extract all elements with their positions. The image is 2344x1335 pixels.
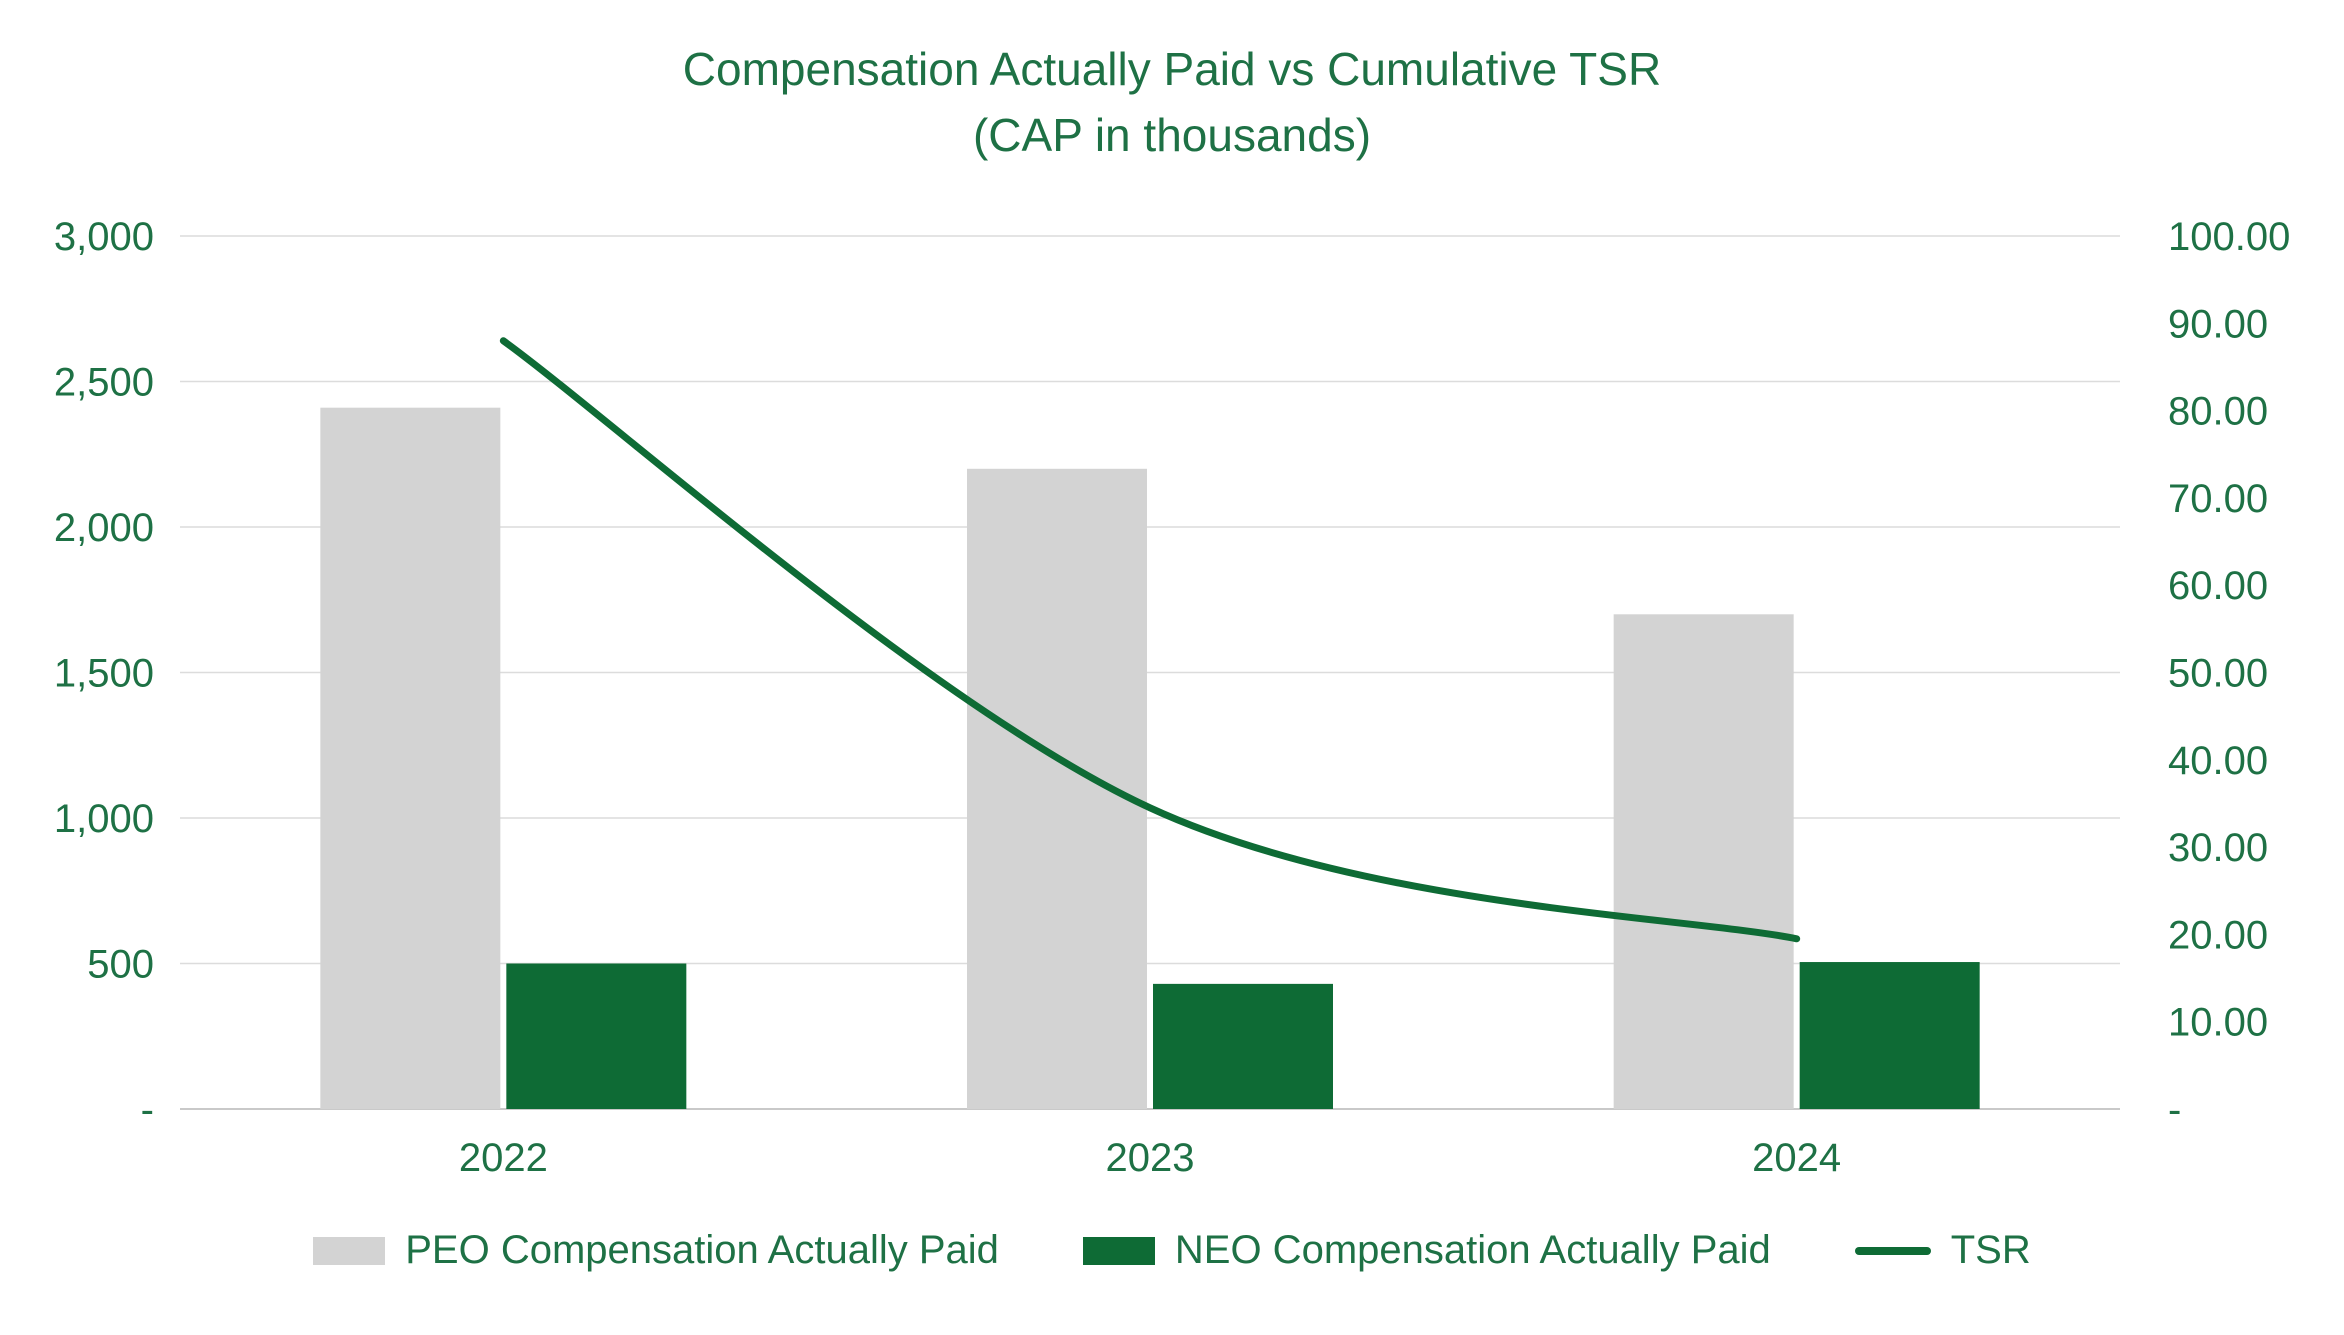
right-axis-tick: 70.00 bbox=[2168, 477, 2268, 521]
legend-item-peo: PEO Compensation Actually Paid bbox=[313, 1228, 999, 1273]
tsr-line bbox=[499, 337, 1801, 943]
chart-title-line1: Compensation Actually Paid vs Cumulative… bbox=[682, 43, 1662, 95]
right-axis-tick: 90.00 bbox=[2168, 302, 2268, 346]
left-axis-tick: 2,000 bbox=[54, 506, 154, 550]
left-axis-tick: 3,000 bbox=[54, 215, 154, 259]
legend-label-tsr: TSR bbox=[1950, 1228, 2031, 1272]
x-axis-label: 2024 bbox=[1752, 1136, 1841, 1180]
right-axis-tick: - bbox=[2168, 1088, 2181, 1132]
bar-peo-2023 bbox=[967, 468, 1147, 1109]
peo-swatch bbox=[313, 1236, 386, 1265]
tsr-line-swatch bbox=[1854, 1246, 1931, 1255]
legend-item-tsr: TSR bbox=[1854, 1228, 2031, 1273]
right-axis-tick: 40.00 bbox=[2168, 739, 2268, 783]
left-axis-tick: - bbox=[141, 1088, 154, 1132]
left-axis-tick: 500 bbox=[87, 943, 154, 987]
x-axis-label: 2022 bbox=[459, 1136, 548, 1180]
bar-neo-2022 bbox=[506, 963, 687, 1109]
x-axis-label: 2023 bbox=[1106, 1136, 1195, 1180]
bar-peo-2022 bbox=[320, 407, 501, 1109]
legend: PEO Compensation Actually Paid NEO Compe… bbox=[0, 1228, 2344, 1273]
bar-neo-2024 bbox=[1799, 962, 1980, 1109]
left-axis-tick: 1,000 bbox=[54, 797, 154, 841]
right-axis-tick: 50.00 bbox=[2168, 652, 2268, 696]
neo-swatch bbox=[1082, 1236, 1155, 1265]
right-axis-tick: 60.00 bbox=[2168, 564, 2268, 608]
right-axis-tick: 10.00 bbox=[2168, 1001, 2268, 1045]
left-axis-tick: 2,500 bbox=[54, 361, 154, 405]
legend-item-neo: NEO Compensation Actually Paid bbox=[1082, 1228, 1771, 1273]
right-axis-tick: 20.00 bbox=[2168, 913, 2268, 957]
legend-label-peo: PEO Compensation Actually Paid bbox=[405, 1228, 999, 1272]
legend-label-neo: NEO Compensation Actually Paid bbox=[1174, 1228, 1771, 1272]
chart-title-line2: (CAP in thousands) bbox=[972, 109, 1372, 161]
bar-peo-2024 bbox=[1613, 614, 1794, 1109]
right-axis-tick: 80.00 bbox=[2168, 390, 2268, 434]
bar-neo-2023 bbox=[1153, 983, 1333, 1109]
right-axis-tick: 30.00 bbox=[2168, 826, 2268, 870]
left-axis-tick: 1,500 bbox=[54, 652, 154, 696]
chart-title: Compensation Actually Paid vs Cumulative… bbox=[0, 36, 2344, 168]
right-axis-tick: 100.00 bbox=[2168, 215, 2290, 259]
